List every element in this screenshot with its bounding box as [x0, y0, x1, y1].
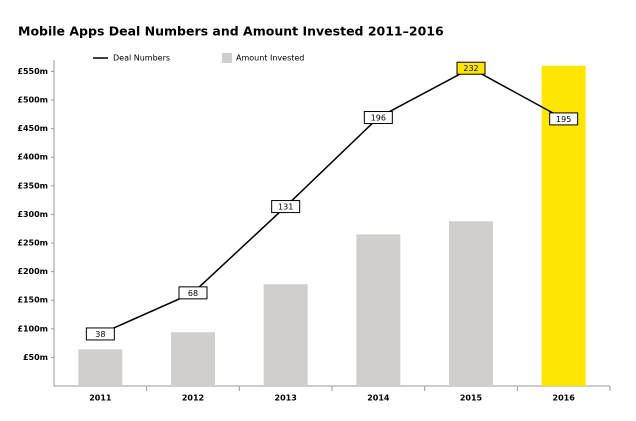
bar — [356, 234, 401, 386]
y-tick-label: £550m — [17, 67, 48, 76]
chart-title: Mobile Apps Deal Numbers and Amount Inve… — [18, 24, 444, 39]
x-tick-label: 2015 — [460, 394, 483, 403]
data-label: 196 — [371, 114, 386, 123]
x-tick-label: 2013 — [275, 394, 297, 403]
bar — [171, 332, 215, 386]
bar — [78, 349, 123, 386]
y-tick-label: £350m — [17, 181, 48, 190]
legend-swatch — [222, 53, 232, 63]
bar — [263, 284, 308, 386]
y-tick-label: £300m — [17, 210, 48, 219]
y-tick-label: £400m — [17, 153, 48, 162]
y-tick-label: £50m — [23, 353, 48, 362]
data-label: 38 — [95, 330, 105, 339]
data-label-box — [549, 112, 579, 126]
data-label: 68 — [188, 289, 198, 298]
x-tick-label: 2012 — [182, 394, 204, 403]
y-tick-label: £450m — [17, 124, 48, 133]
data-label-box — [456, 61, 486, 75]
legend-label: Amount Invested — [236, 54, 304, 63]
data-label-box — [178, 286, 208, 300]
x-tick-label: 2016 — [553, 394, 576, 403]
data-label: 232 — [463, 64, 478, 73]
legend-label: Deal Numbers — [113, 54, 170, 63]
y-tick-label: £150m — [17, 296, 48, 305]
data-label-box — [363, 111, 393, 125]
y-tick-label: £100m — [17, 324, 48, 333]
bar — [449, 221, 493, 386]
y-tick-label: £250m — [17, 239, 48, 248]
x-tick-label: 2014 — [367, 394, 390, 403]
line — [100, 67, 565, 335]
data-label: 131 — [278, 203, 293, 212]
x-tick-label: 2011 — [89, 394, 112, 403]
y-tick-label: £500m — [17, 96, 48, 105]
y-tick-label: £200m — [17, 267, 48, 276]
data-label-box — [271, 200, 301, 214]
data-label: 195 — [556, 115, 571, 124]
data-label-box — [85, 327, 115, 341]
